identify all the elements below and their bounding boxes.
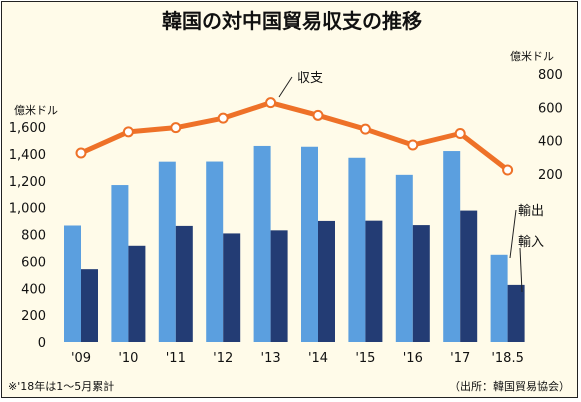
import-bar xyxy=(175,225,193,342)
x-tick-label: '17 xyxy=(450,351,470,366)
balance-point xyxy=(359,123,371,135)
x-tick-label: '09 xyxy=(71,351,91,366)
chart-title: 韓国の対中国貿易収支の推移 xyxy=(162,9,422,33)
balance-point xyxy=(312,109,324,121)
x-tick-label: '10 xyxy=(118,351,138,366)
right-tick-label: 600 xyxy=(538,101,563,116)
import-bar xyxy=(365,220,383,342)
export-legend-leader xyxy=(509,209,517,259)
balance-legend-leader xyxy=(278,76,293,98)
chart-canvas: 韓国の対中国貿易収支の推移 億米ドル 億米ドル 0 200 400 600 800 1,0… xyxy=(8,9,570,393)
right-axis-unit-label: 億米ドル xyxy=(510,50,554,63)
balance-point xyxy=(170,122,182,134)
right-axis-ticks: 200 400 600 800 xyxy=(538,68,563,183)
export-bar xyxy=(206,161,224,342)
legend-export-label: 輸出 xyxy=(518,204,544,219)
balance-point xyxy=(122,126,134,138)
export-bars xyxy=(64,145,508,342)
left-tick-label: 1,600 xyxy=(9,121,46,136)
left-tick-label: 600 xyxy=(21,255,46,270)
balance-line-series xyxy=(75,97,514,176)
right-tick-label: 800 xyxy=(538,68,563,83)
balance-point xyxy=(502,164,514,176)
legend-import-label: 輸入 xyxy=(518,235,544,250)
left-axis-unit-label: 億米ドル xyxy=(14,104,58,117)
x-axis-ticks: '09 '10 '11 '12 '13 '14 '15 '16 '17 '18.5 xyxy=(71,351,524,366)
import-legend-leader xyxy=(519,247,523,293)
left-tick-label: 200 xyxy=(21,309,46,324)
balance-point xyxy=(407,139,419,151)
balance-line xyxy=(79,100,510,172)
x-tick-label: '15 xyxy=(355,351,375,366)
import-bar xyxy=(81,269,98,342)
x-tick-label: '12 xyxy=(213,351,233,366)
left-tick-label: 1,200 xyxy=(9,175,46,190)
import-bar xyxy=(507,284,525,342)
import-bars xyxy=(81,210,525,342)
left-tick-label: 400 xyxy=(21,282,46,297)
export-bar xyxy=(490,254,508,342)
right-tick-label: 200 xyxy=(538,168,563,183)
left-tick-label: 1,400 xyxy=(9,148,46,163)
balance-point xyxy=(454,128,466,139)
left-tick-label: 0 xyxy=(38,336,46,351)
export-bar xyxy=(158,161,176,342)
balance-point xyxy=(265,97,277,109)
export-bar xyxy=(64,225,81,342)
export-bar xyxy=(301,146,318,342)
export-bar xyxy=(395,174,413,342)
balance-point xyxy=(217,112,229,124)
left-tick-label: 800 xyxy=(21,229,46,244)
import-bar xyxy=(412,225,430,342)
import-bar xyxy=(128,245,146,342)
import-bar xyxy=(318,220,335,342)
export-bar xyxy=(443,151,461,342)
x-tick-label: '14 xyxy=(308,351,328,366)
export-bar xyxy=(111,185,129,342)
source-note: （出所：韓国貿易協会） xyxy=(449,379,570,393)
import-bar xyxy=(223,233,241,342)
export-bar xyxy=(348,157,366,342)
right-tick-label: 400 xyxy=(538,135,563,150)
x-tick-label: '13 xyxy=(261,351,281,366)
import-bar xyxy=(460,210,478,342)
legend-balance-label: 収支 xyxy=(297,71,323,86)
left-axis-ticks: 0 200 400 600 800 1,000 1,200 1,400 1,600 xyxy=(9,121,46,351)
balance-point xyxy=(75,147,87,159)
export-bar xyxy=(253,145,271,342)
x-tick-label: '16 xyxy=(403,351,423,366)
left-tick-label: 1,000 xyxy=(9,202,46,217)
x-tick-label: '18.5 xyxy=(491,351,524,366)
import-bar xyxy=(270,230,288,342)
x-tick-label: '11 xyxy=(166,351,186,366)
footnote: ※'18年は1～5月累計 xyxy=(8,379,114,393)
